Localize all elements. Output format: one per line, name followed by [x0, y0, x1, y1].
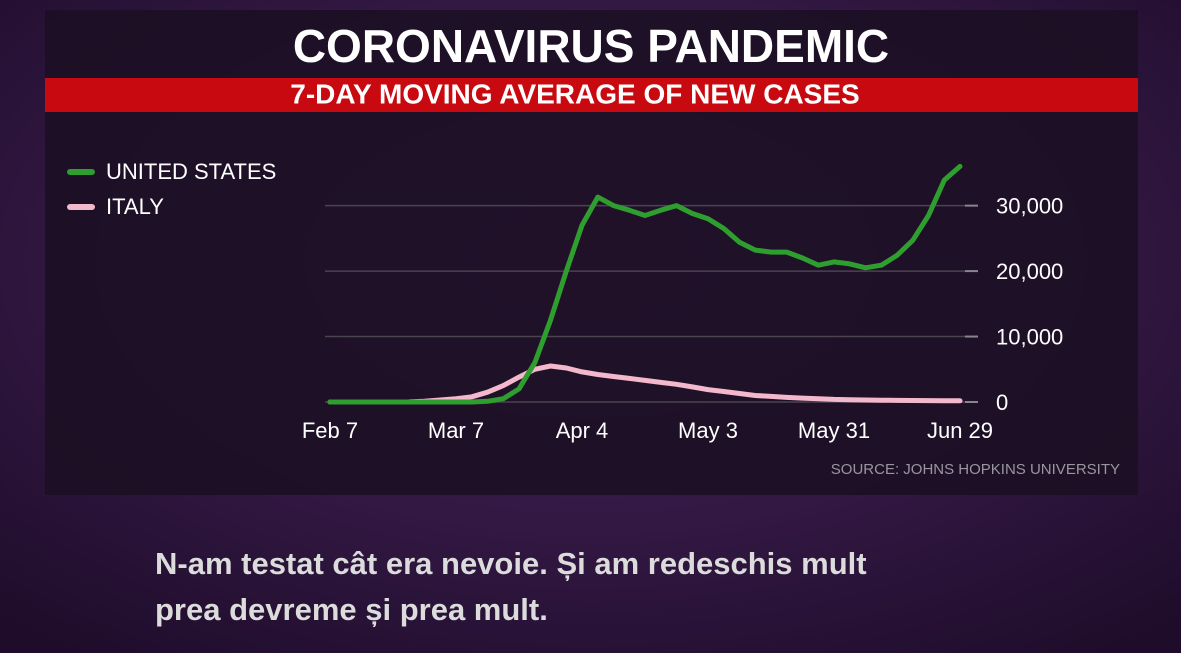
legend-label: ITALY: [106, 194, 164, 219]
source: SOURCE: JOHNS HOPKINS UNIVERSITY: [831, 461, 1120, 478]
x-tick-label: Mar 7: [428, 418, 484, 443]
chart-title: CORONAVIRUS PANDEMIC: [293, 20, 889, 72]
y-tick-label: 20,000: [996, 259, 1063, 284]
x-tick-label: May 31: [798, 418, 870, 443]
y-tick-label: 30,000: [996, 193, 1063, 218]
chart-subtitle: 7-DAY MOVING AVERAGE OF NEW CASES: [290, 78, 859, 109]
x-tick-label: Apr 4: [556, 418, 609, 443]
caption-line: N-am testat cât era nevoie. Și am redesc…: [155, 546, 867, 581]
x-tick-label: Feb 7: [302, 418, 358, 443]
caption-line: prea devreme și prea mult.: [155, 592, 548, 627]
series-line: [327, 163, 963, 405]
y-tick-label: 0: [996, 390, 1008, 415]
x-tick-label: May 3: [678, 418, 738, 443]
subtitle-bar: [45, 78, 1138, 112]
legend-label: UNITED STATES: [106, 159, 276, 184]
y-tick-label: 10,000: [996, 324, 1063, 349]
x-tick-label: Jun 29: [927, 418, 993, 443]
